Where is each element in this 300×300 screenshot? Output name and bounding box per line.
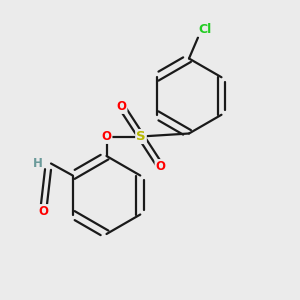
Text: H: H: [33, 157, 42, 170]
Text: O: O: [116, 100, 127, 113]
Text: O: O: [38, 205, 49, 218]
Text: O: O: [155, 160, 166, 173]
Text: O: O: [101, 130, 112, 143]
Text: Cl: Cl: [198, 22, 211, 36]
Text: S: S: [136, 130, 146, 143]
